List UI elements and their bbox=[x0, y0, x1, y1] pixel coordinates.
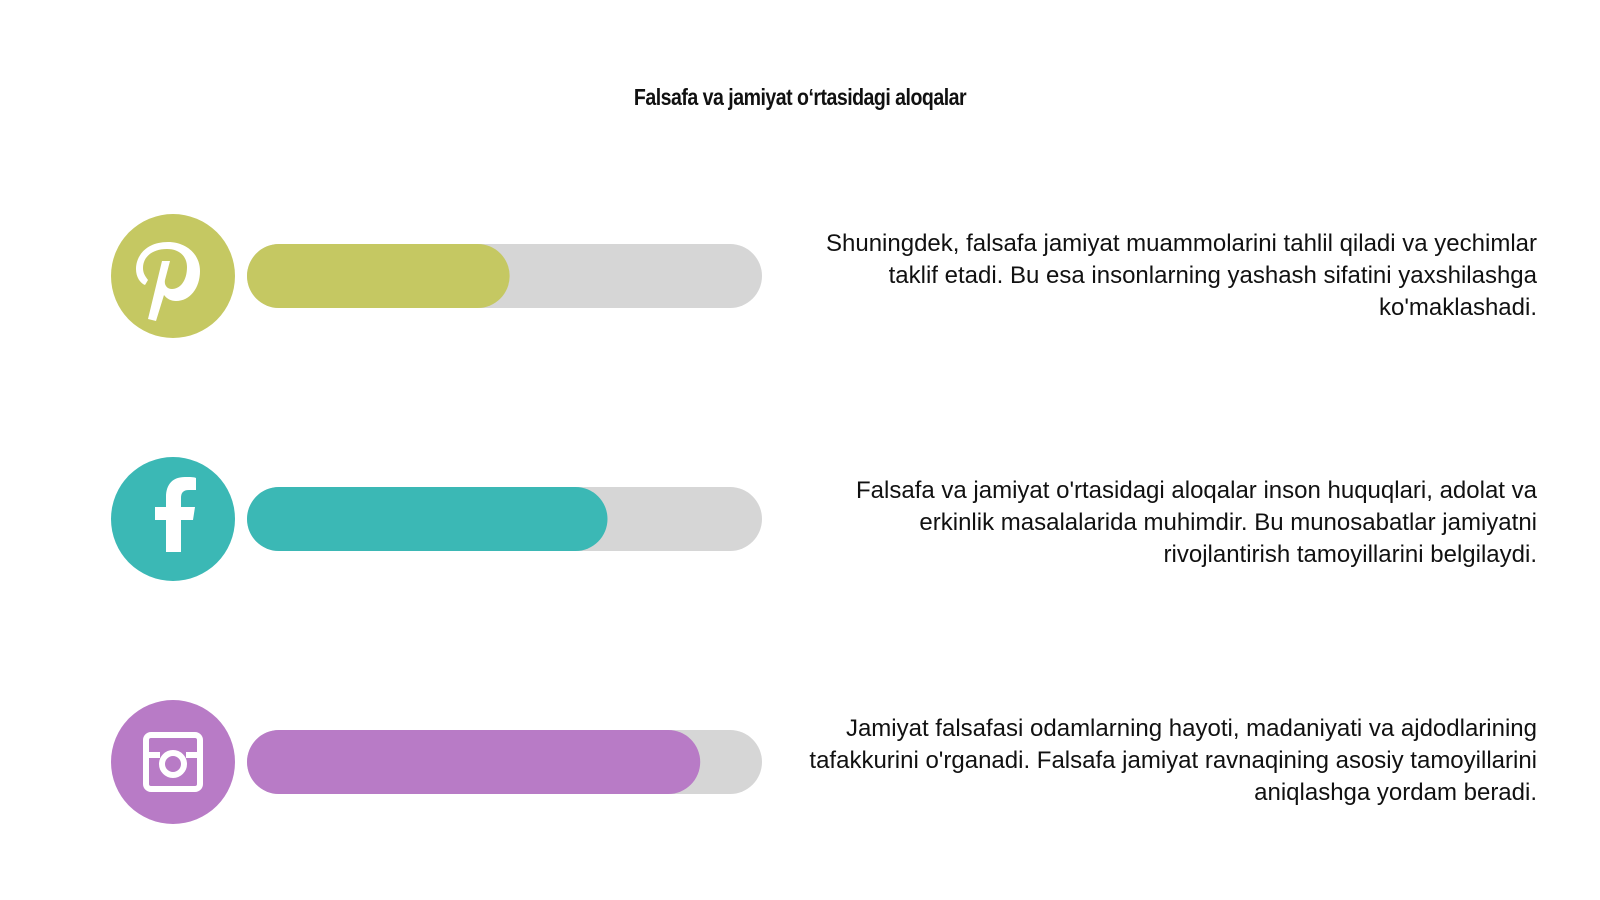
pinterest-icon bbox=[111, 214, 235, 338]
icons bbox=[111, 214, 235, 824]
instagram-glyph bbox=[143, 732, 203, 792]
progress-fill bbox=[247, 730, 701, 794]
description: Falsafa va jamiyat o'rtasidagi aloqalar … bbox=[856, 477, 1537, 568]
slide-title: Falsafa va jamiyat oʻrtasidagi aloqalar bbox=[633, 84, 967, 110]
instagram-icon bbox=[111, 700, 235, 824]
progress-fill bbox=[247, 487, 608, 551]
description: Jamiyat falsafasi odamlarning hayoti, ma… bbox=[809, 715, 1537, 806]
pinterest-glyph bbox=[136, 242, 200, 321]
facebook-glyph bbox=[155, 477, 196, 552]
progress-fill bbox=[247, 244, 510, 308]
description: Shuningdek, falsafa jamiyat muammolarini… bbox=[826, 230, 1537, 321]
